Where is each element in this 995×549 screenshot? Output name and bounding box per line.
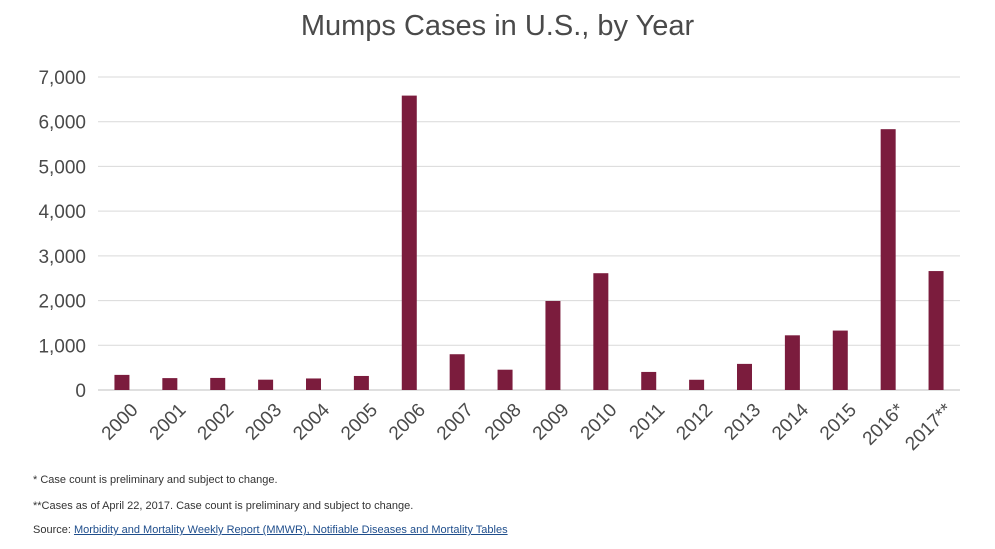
bar: [641, 371, 657, 390]
bar: [832, 330, 848, 390]
y-tick-label: 6,000: [38, 113, 86, 134]
chart-title: Mumps Cases in U.S., by Year: [300, 10, 695, 42]
bar: [449, 354, 465, 390]
bar: [210, 377, 226, 390]
x-tick-label: 2008: [481, 400, 526, 445]
y-tick-label: 2,000: [38, 292, 86, 313]
bar: [306, 378, 321, 390]
footnote-cases-as-of: **Cases as of April 22, 2017. Case count…: [33, 500, 414, 512]
bar: [593, 273, 609, 390]
y-tick-label: 7,000: [38, 68, 86, 89]
bar: [401, 95, 417, 391]
x-tick-label: 2001: [146, 400, 191, 445]
source-line: Source: Morbidity and Mortality Weekly R…: [33, 524, 508, 536]
x-tick-label: 2011: [626, 400, 670, 444]
bar: [114, 374, 130, 390]
bar: [737, 363, 752, 390]
footnote-preliminary: * Case count is preliminary and subject …: [33, 474, 278, 486]
x-tick-label: 2009: [529, 400, 574, 445]
x-tick-label: 2016*: [859, 399, 909, 449]
bar: [928, 271, 944, 390]
x-tick-label: 2017**: [901, 399, 957, 455]
bar: [258, 379, 274, 390]
source-prefix: Source:: [33, 524, 74, 536]
x-tick-label: 2010: [577, 400, 622, 445]
x-tick-label: 2014: [768, 399, 813, 444]
bar: [497, 369, 513, 390]
x-tick-label: 2007: [433, 400, 478, 445]
y-tick-label: 5,000: [38, 157, 86, 178]
bar-chart: 0 1,000 2,000 3,000 4,000 5,000 6,000 7,000 2000…: [38, 68, 960, 455]
bar: [784, 335, 800, 390]
x-tick-label: 2000: [98, 400, 143, 445]
y-tick-label: 1,000: [38, 336, 86, 357]
y-tick-label: 3,000: [38, 247, 86, 268]
bar: [880, 129, 896, 390]
x-tick-label: 2005: [337, 400, 382, 445]
bar: [162, 378, 178, 390]
bar: [545, 300, 561, 390]
y-tick-label: 0: [75, 381, 86, 402]
x-tick-label: 2015: [816, 400, 861, 445]
x-tick-label: 2012: [672, 400, 717, 445]
bar: [689, 379, 705, 390]
x-tick-label: 2013: [720, 400, 765, 445]
x-tick-label: 2006: [385, 400, 430, 445]
y-tick-label: 4,000: [38, 202, 86, 223]
x-tick-label: 2004: [289, 399, 334, 444]
x-tick-label: 2003: [241, 400, 286, 445]
x-tick-label: 2002: [194, 400, 239, 445]
source-link[interactable]: Morbidity and Mortality Weekly Report (M…: [73, 524, 508, 536]
bar: [353, 375, 369, 390]
